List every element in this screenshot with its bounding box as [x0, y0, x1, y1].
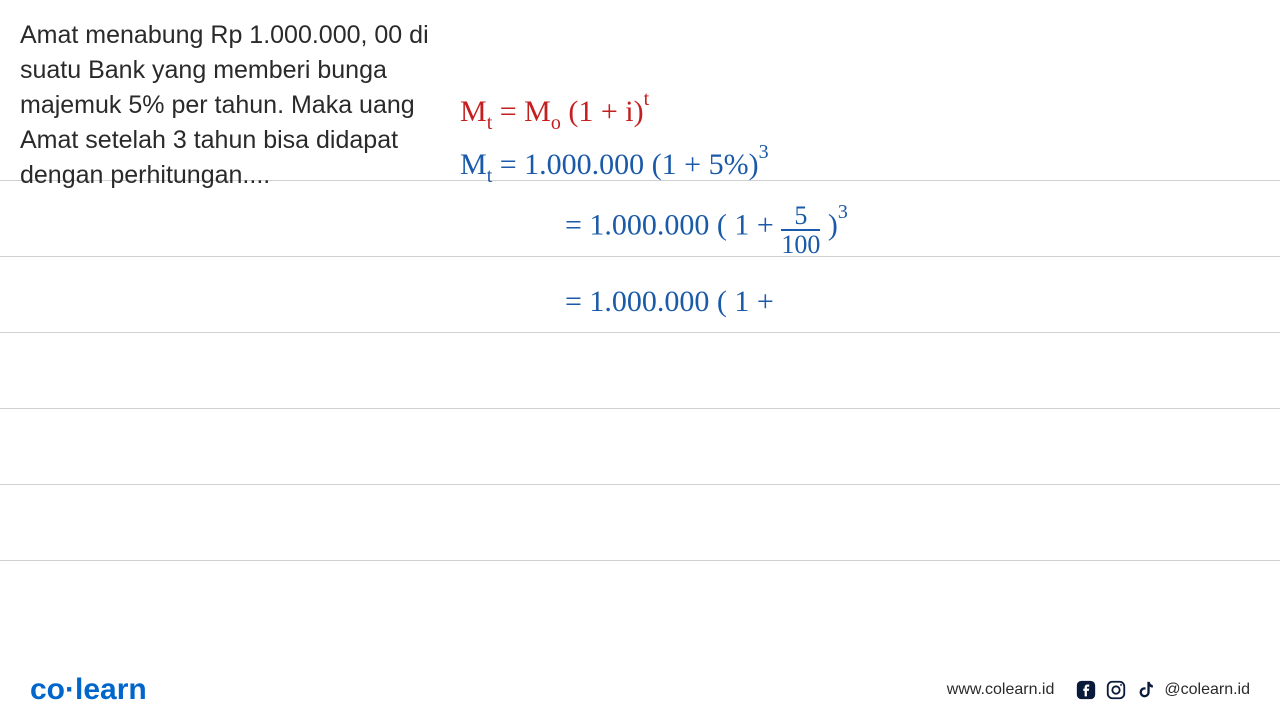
- instagram-icon: [1104, 678, 1128, 702]
- formula-compound-interest: Mt = Mo (1 + i)t: [460, 95, 649, 129]
- rule-line: [0, 408, 1280, 409]
- social-links: @colearn.id: [1074, 678, 1250, 702]
- social-handle: @colearn.id: [1164, 681, 1250, 699]
- colearn-logo: co·learn: [30, 673, 147, 707]
- content-area: Amat menabung Rp 1.000.000, 00 di suatu …: [0, 0, 1280, 660]
- calc-step-1: Mt = 1.000.000 (1 + 5%)3: [460, 148, 769, 182]
- calc-step-3: = 1.000.000 ( 1 +: [565, 285, 774, 319]
- tiktok-icon: [1134, 678, 1158, 702]
- rule-line: [0, 256, 1280, 257]
- rule-line: [0, 332, 1280, 333]
- footer-right: www.colearn.id @colearn.id: [947, 678, 1250, 702]
- rule-line: [0, 484, 1280, 485]
- facebook-icon: [1074, 678, 1098, 702]
- website-url: www.colearn.id: [947, 681, 1055, 699]
- calc-step-2: = 1.000.000 ( 1 + 5100 )3: [565, 200, 848, 255]
- footer: co·learn www.colearn.id @colearn.id: [0, 660, 1280, 720]
- question-text: Amat menabung Rp 1.000.000, 00 di suatu …: [20, 18, 440, 193]
- rule-line: [0, 560, 1280, 561]
